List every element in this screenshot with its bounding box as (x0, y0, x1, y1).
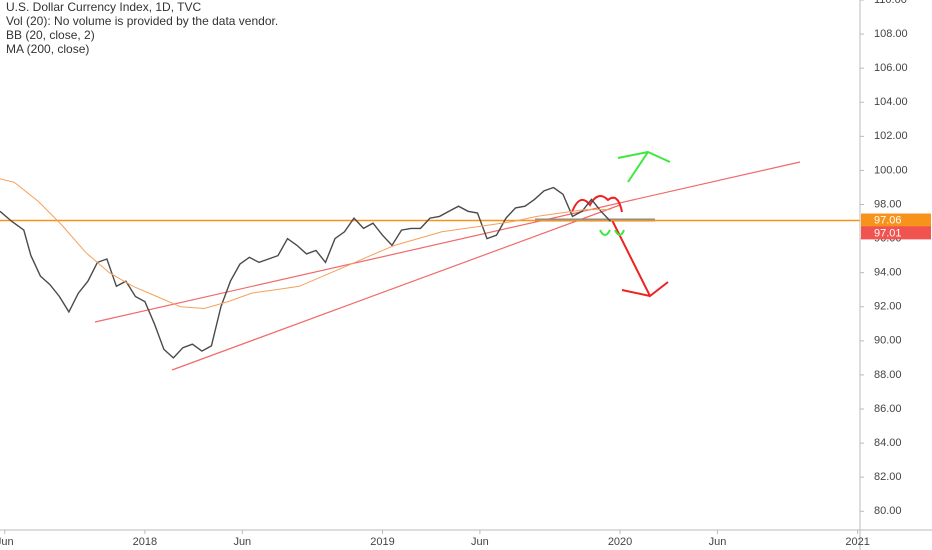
last-badge (861, 226, 931, 240)
x-tick-label: 2020 (608, 536, 632, 548)
y-tick-label: 110.00 (874, 0, 907, 6)
chart-title: U.S. Dollar Currency Index, 1D, TVC (6, 0, 202, 14)
x-tick-label: Jun (233, 536, 251, 548)
x-tick-label: Jun (0, 536, 14, 548)
price-label: 97.06 (874, 214, 902, 226)
series-line (0, 186, 612, 359)
y-tick-label: 108.00 (874, 28, 908, 40)
down-arrow (611, 219, 669, 298)
indicator-label: BB (20, close, 2) (6, 28, 95, 42)
up-arrow (617, 150, 671, 183)
legend-entry: MA (200, close) (6, 42, 89, 56)
y-tick-label: 82.00 (874, 471, 902, 483)
trend-line (171, 204, 621, 371)
last-label: 97.01 (874, 227, 902, 239)
y-tick-label: 80.00 (874, 505, 902, 517)
indicator-label: Vol (20): No volume is provided by the d… (6, 14, 278, 28)
y-tick-label: 100.00 (874, 164, 908, 176)
y-tick-label: 94.00 (874, 267, 902, 279)
x-tick-label: 2019 (370, 536, 394, 548)
plot-area (0, 150, 860, 371)
trend-line (94, 161, 801, 323)
y-tick-label: 106.00 (874, 62, 908, 74)
y-tick-label: 88.00 (874, 369, 902, 381)
y-tick-label: 104.00 (874, 96, 908, 108)
series-line (0, 178, 611, 310)
x-tick-label: Jun (709, 536, 727, 548)
y-tick-label: 86.00 (874, 403, 902, 415)
y-tick-label: 102.00 (874, 130, 908, 142)
y-tick-label: 98.00 (874, 198, 902, 210)
y-tick-label: 90.00 (874, 335, 902, 347)
pattern-sketch (571, 195, 623, 213)
pattern-sketch (599, 229, 625, 236)
y-tick-label: 92.00 (874, 301, 902, 313)
x-tick-label: 2021 (845, 536, 869, 548)
x-tick-label: 2018 (133, 536, 157, 548)
y-tick-label: 84.00 (874, 437, 902, 449)
x-tick-label: Jun (471, 536, 489, 548)
price-badge (861, 213, 931, 227)
